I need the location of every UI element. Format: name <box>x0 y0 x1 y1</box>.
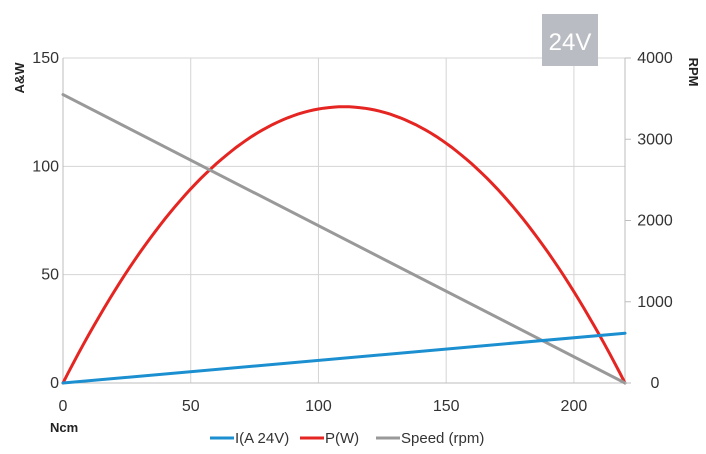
x-tick-label: 0 <box>59 398 68 415</box>
series-line-p-w <box>61 105 627 385</box>
series-line-speed-rpm <box>61 93 627 385</box>
right-tick-label: 1000 <box>637 294 673 311</box>
legend: I(A 24V) P(W) Speed (rpm) <box>210 430 484 447</box>
voltage-badge: 24V <box>542 14 598 66</box>
x-tick-label: 100 <box>305 398 332 415</box>
x-axis-title: Ncm <box>50 420 78 435</box>
right-tick-label: 2000 <box>637 213 673 230</box>
series-line-i-a-24v <box>61 331 627 385</box>
left-axis-ticks: 0 50 100 150 <box>32 50 59 392</box>
legend-label-p-w: P(W) <box>325 430 359 447</box>
voltage-badge-text: 24V <box>549 29 592 56</box>
x-tick-label: 50 <box>182 398 200 415</box>
left-axis-title: A&W <box>12 62 27 94</box>
right-axis-title: RPM <box>686 58 701 87</box>
legend-label-i-a-24v: I(A 24V) <box>235 430 289 447</box>
right-axis-ticks: 0 1000 2000 3000 4000 <box>625 50 673 392</box>
left-tick-label: 150 <box>32 50 59 67</box>
right-tick-label: 4000 <box>637 50 673 67</box>
right-tick-label: 3000 <box>637 131 673 148</box>
series-layer <box>61 93 627 385</box>
left-tick-label: 50 <box>41 267 59 284</box>
left-tick-label: 100 <box>32 158 59 175</box>
right-tick-label: 0 <box>651 375 660 392</box>
x-tick-label: 150 <box>433 398 460 415</box>
voltage-badge-box <box>542 14 598 66</box>
x-tick-label: 200 <box>561 398 588 415</box>
x-axis-ticks: 0 50 100 150 200 <box>59 398 588 415</box>
legend-label-speed-rpm: Speed (rpm) <box>401 430 484 447</box>
left-tick-label: 0 <box>50 375 59 392</box>
